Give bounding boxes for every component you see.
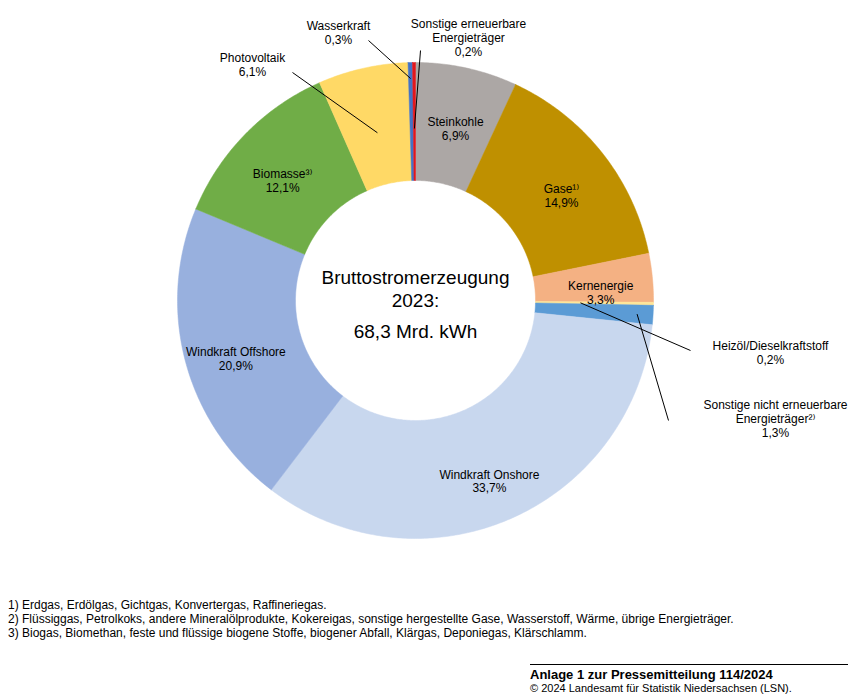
svg-text:Photovoltaik6,1%: Photovoltaik6,1% — [220, 51, 286, 79]
svg-text:Steinkohle6,9%: Steinkohle6,9% — [428, 115, 484, 143]
svg-text:Windkraft Onshore33,7%: Windkraft Onshore33,7% — [439, 468, 539, 496]
svg-text:Gase¹⁾14,9%: Gase¹⁾14,9% — [544, 182, 580, 210]
svg-text:Windkraft Offshore20,9%: Windkraft Offshore20,9% — [186, 345, 286, 373]
html-text:1) Erdgas, Erdölgas, Gichtgas,: 1) Erdgas, Erdölgas, Gichtgas, Konverter… — [8, 598, 327, 612]
html-text:2) Flüssiggas, Petrolkoks, and: 2) Flüssiggas, Petrolkoks, andere Minera… — [8, 612, 734, 626]
svg-text:Biomasse³⁾12,1%: Biomasse³⁾12,1% — [253, 167, 313, 195]
html-text:3) Biogas, Biomethan, feste un: 3) Biogas, Biomethan, feste und flüssige… — [8, 626, 587, 640]
svg-text:68,3 Mrd. kWh: 68,3 Mrd. kWh — [354, 321, 478, 342]
html-text:Anlage 1 zur Pressemitteilung: Anlage 1 zur Pressemitteilung 114/2024 — [530, 667, 773, 682]
html-text:© 2024 Landesamt für Statistik: © 2024 Landesamt für Statistik Niedersac… — [530, 682, 792, 694]
svg-text:Wasserkraft0,3%: Wasserkraft0,3% — [307, 19, 371, 47]
svg-text:Heizöl/Dieselkraftstoff0,2%: Heizöl/Dieselkraftstoff0,2% — [713, 339, 829, 367]
svg-text:Sonstige erneuerbareEnergieträ: Sonstige erneuerbareEnergieträger0,2% — [411, 17, 527, 59]
svg-text:Kernenergie3,3%: Kernenergie3,3% — [568, 279, 634, 307]
svg-text:Sonstige nicht erneuerbareEner: Sonstige nicht erneuerbareEnergieträger²… — [703, 398, 847, 440]
svg-text:Bruttostromerzeugung2023:: Bruttostromerzeugung2023: — [322, 267, 510, 311]
